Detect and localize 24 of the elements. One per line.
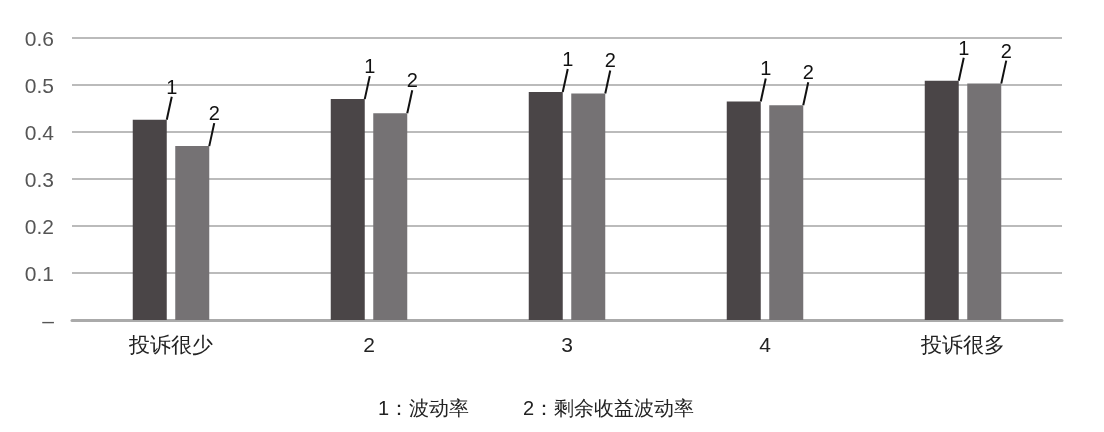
category-label: 2: [1000, 39, 1012, 62]
y-tick-label: 0.2: [24, 214, 54, 238]
y-tick-label: –: [42, 308, 55, 332]
y-tick-label: 0.1: [24, 261, 54, 285]
category-label: 2: [406, 69, 418, 92]
text: 1: [562, 48, 574, 71]
x-tick-label: 投诉很少: [128, 333, 213, 356]
y-tick-label: 0.5: [24, 73, 54, 97]
series-label: 2: [208, 102, 220, 125]
x-tick-label: 投诉很多: [920, 333, 1005, 356]
y-tick-label: 0.3: [24, 167, 54, 191]
text: 1: [166, 75, 178, 98]
x-tick-label: 2: [363, 333, 375, 356]
series-label: 1: [958, 36, 970, 59]
text: 1：波动率: [378, 397, 470, 419]
y-tick-label: 0.6: [24, 26, 54, 50]
x-tick-label: 4: [759, 333, 772, 356]
category-label: 2: [802, 61, 814, 84]
text: 2：剩余收益波动率: [523, 397, 695, 419]
text: 1: [364, 55, 376, 78]
category-label: 2: [604, 49, 616, 72]
y-tick-label: 0.4: [24, 120, 55, 144]
text: 1: [760, 57, 772, 80]
x-tick-label: 3: [561, 333, 573, 356]
